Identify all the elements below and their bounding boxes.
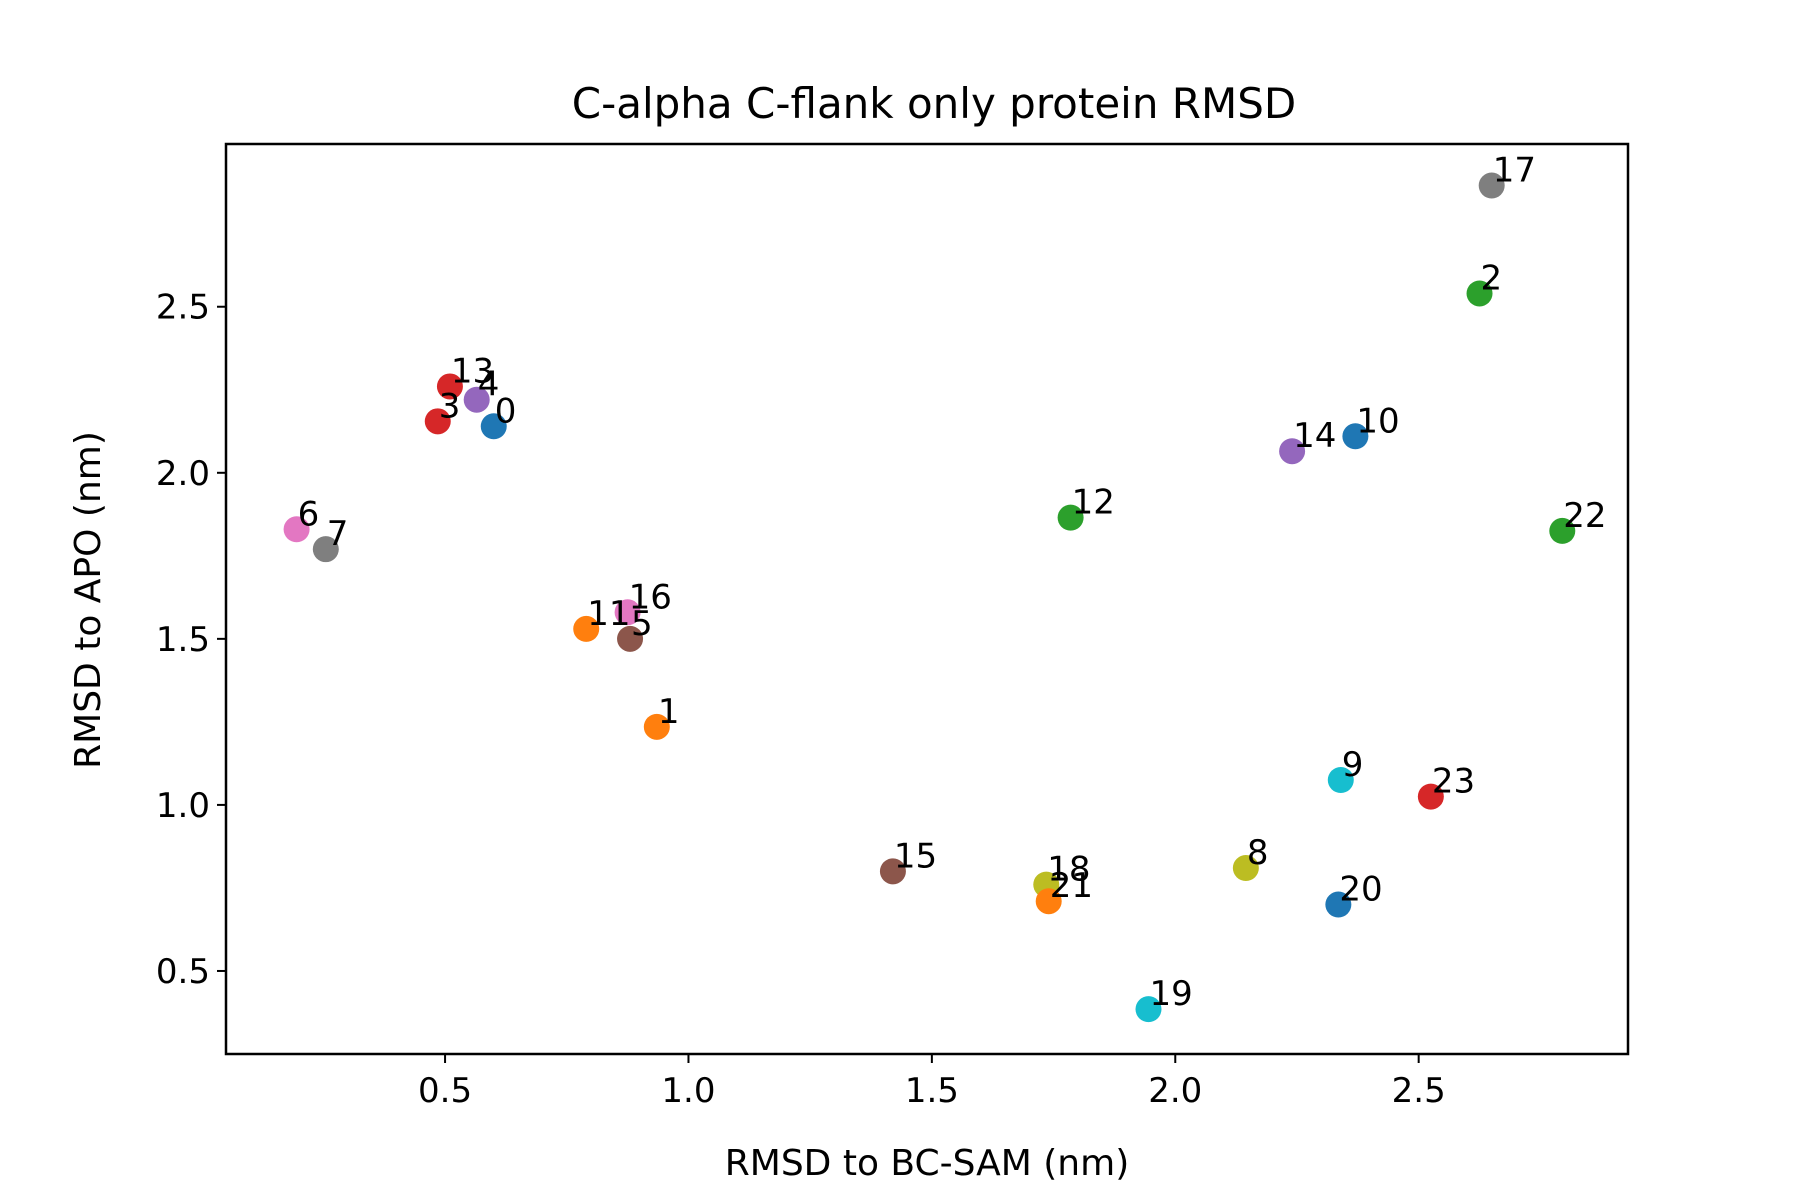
y-tick-label: 1.0 (156, 786, 210, 826)
data-point (1417, 783, 1444, 810)
y-axis-ticks: 0.5 1.0 1.5 2.0 2.5 (156, 288, 226, 992)
point-label: 23 (1432, 762, 1475, 802)
x-axis-ticks: 0.5 1.0 1.5 2.0 2.5 (418, 1054, 1446, 1111)
data-point (480, 413, 507, 440)
x-tick-label: 1.0 (661, 1071, 715, 1111)
x-tick-label: 2.0 (1148, 1071, 1202, 1111)
data-point (879, 858, 906, 885)
point-label: 21 (1050, 866, 1093, 906)
point-label: 6 (298, 494, 320, 534)
data-point (1135, 996, 1162, 1023)
y-axis-label: RMSD to APO (nm) (68, 431, 109, 769)
data-point (463, 386, 490, 413)
y-tick-label: 2.5 (156, 288, 210, 328)
point-label: 11 (587, 594, 630, 634)
point-label: 4 (478, 365, 500, 405)
data-point (573, 615, 600, 642)
data-point (436, 373, 463, 400)
point-label: 13 (451, 351, 494, 391)
point-label: 1 (658, 692, 680, 732)
chart-title: C-alpha C-flank only protein RMSD (572, 79, 1296, 128)
data-point (1232, 855, 1259, 882)
data-point (614, 599, 641, 626)
y-tick-label: 2.0 (156, 454, 210, 494)
point-label: 3 (439, 386, 461, 426)
x-tick-label: 0.5 (418, 1071, 472, 1111)
point-label: 15 (894, 836, 937, 876)
data-point (1279, 438, 1306, 465)
data-point (312, 536, 339, 563)
point-label: 9 (1342, 745, 1364, 785)
point-label: 0 (495, 391, 517, 431)
data-point (424, 408, 451, 435)
data-point (1327, 767, 1354, 794)
point-label: 2 (1481, 258, 1503, 298)
data-point (1466, 280, 1493, 307)
point-label: 18 (1047, 850, 1090, 890)
point-label: 14 (1293, 416, 1336, 456)
data-point (1035, 888, 1062, 915)
x-axis-label: RMSD to BC-SAM (nm) (725, 1143, 1130, 1184)
y-tick-label: 1.5 (156, 620, 210, 660)
point-label: 19 (1149, 974, 1192, 1014)
point-label: 7 (327, 514, 349, 554)
point-label: 5 (631, 604, 653, 644)
plot-area-frame (224, 142, 1630, 1056)
y-tick-label: 0.5 (156, 952, 210, 992)
point-label: 10 (1356, 401, 1399, 441)
x-tick-label: 1.5 (905, 1071, 959, 1111)
data-point (643, 713, 670, 740)
point-label: 22 (1563, 496, 1606, 536)
point-label: 16 (629, 577, 672, 617)
data-point (1342, 423, 1369, 450)
data-point (617, 625, 644, 652)
data-point (1057, 504, 1084, 531)
point-label: 8 (1247, 833, 1269, 873)
data-point (1549, 517, 1576, 544)
data-point (1478, 172, 1505, 199)
data-point (1325, 891, 1352, 918)
data-point (283, 516, 310, 543)
point-label: 20 (1339, 870, 1382, 910)
x-tick-label: 2.5 (1392, 1071, 1446, 1111)
point-label: 17 (1493, 151, 1536, 191)
point-label: 12 (1072, 483, 1115, 523)
